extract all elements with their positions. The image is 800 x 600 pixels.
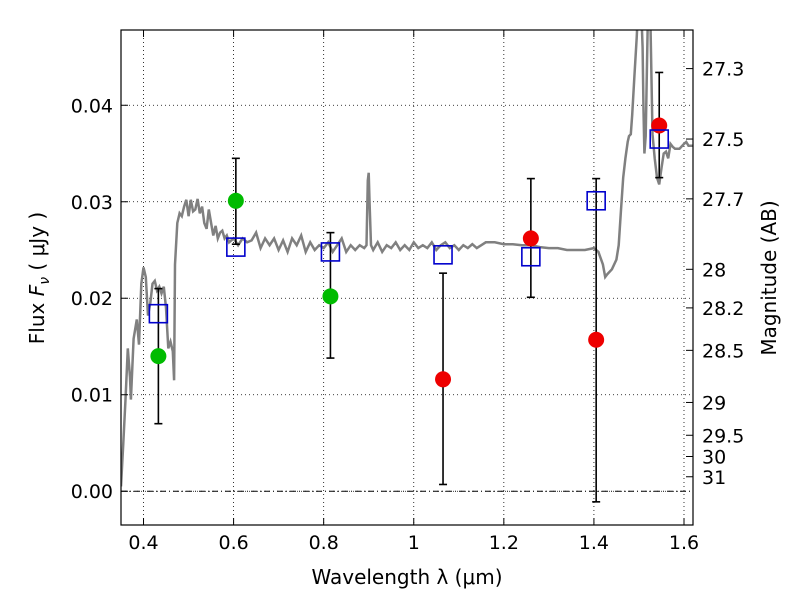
x-tick-label: 0.8: [309, 532, 339, 554]
model-point: [521, 246, 541, 267]
y-tick-label: 0.03: [71, 192, 113, 214]
mag-tick-label: 28.2: [702, 298, 744, 320]
grid: [121, 30, 693, 525]
model-point: [586, 190, 606, 211]
mag-tick-label: 29.5: [702, 425, 744, 447]
mag-tick-label: 31: [702, 467, 726, 489]
spectrum-layer: [121, 30, 693, 487]
x-axis-label: Wavelength λ (μm): [311, 565, 502, 589]
x-tick-label: 1.2: [489, 532, 519, 554]
observed-point-green: [227, 192, 244, 209]
model-point: [649, 129, 670, 149]
mag-tick-label: 30: [702, 446, 726, 468]
y-tick-label: 0.02: [71, 288, 113, 310]
observed-point-green: [150, 348, 167, 365]
model-point: [226, 237, 246, 257]
mag-tick-label: 28: [702, 259, 726, 281]
model-point: [148, 303, 169, 324]
spectrum-line: [121, 30, 693, 487]
model-point: [433, 245, 453, 265]
mag-tick-label: 29: [702, 392, 726, 414]
observed-points: [150, 117, 668, 388]
plot-frame: [120, 29, 694, 526]
y-tick-label: 0.00: [71, 481, 113, 503]
y-tick-label: 0.04: [71, 95, 113, 117]
x-tick-label: 0.6: [218, 532, 248, 554]
observed-point-green: [322, 288, 339, 305]
x-tick-label: 1: [408, 532, 420, 554]
model-point: [320, 242, 341, 262]
observed-point-red: [588, 331, 605, 348]
y-axis-label: Flux Fν ( μJy ): [25, 212, 53, 344]
errorbars: [154, 71, 664, 503]
observed-point-red: [522, 230, 539, 247]
right-axis-label: Magnitude (AB): [757, 200, 781, 355]
y-tick-label: 0.01: [71, 385, 113, 407]
x-tick-label: 1.4: [579, 532, 609, 554]
mag-tick-label: 28.5: [702, 340, 744, 362]
mag-tick-label: 27.5: [702, 129, 744, 151]
x-ticks: 0.4 0.6 0.8 1 1.2 1.4 1.6: [128, 30, 699, 554]
model-points: [148, 129, 670, 324]
mag-tick-label: 27.3: [702, 59, 744, 81]
x-tick-label: 0.4: [128, 532, 158, 554]
mag-tick-label: 27.7: [702, 189, 744, 211]
observed-point-red: [435, 371, 452, 388]
x-tick-label: 1.6: [669, 532, 699, 554]
y-ticks: 0.00 0.01 0.02 0.03 0.04: [71, 95, 128, 503]
observed-point-red: [651, 117, 668, 134]
